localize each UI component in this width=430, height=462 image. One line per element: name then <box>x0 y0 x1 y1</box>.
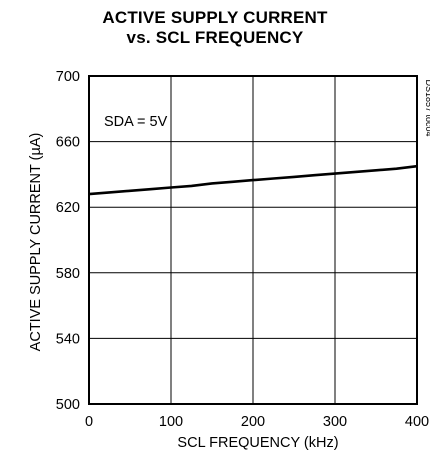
y-tick-label-2: 580 <box>56 266 80 282</box>
figure-id-label: DS1857 toc04 <box>424 79 430 136</box>
series-line <box>88 164 418 196</box>
x-tick-label-2: 200 <box>241 414 265 430</box>
x-tick-label-4: 400 <box>405 414 429 430</box>
y-tick-label-3: 620 <box>56 200 80 216</box>
chart-title-line-1: ACTIVE SUPPLY CURRENT <box>102 8 328 27</box>
y-tick-label-1: 540 <box>56 331 80 347</box>
y-tick-label-5: 700 <box>56 69 80 85</box>
grid-lines <box>89 76 417 404</box>
chart-title-line-2: vs. SCL FREQUENCY <box>126 28 304 47</box>
y-axis-label: ACTIVE SUPPLY CURRENT (µA) <box>28 133 44 352</box>
y-tick-label-4: 660 <box>56 135 80 151</box>
x-axis-label: SCL FREQUENCY (kHz) <box>177 435 338 451</box>
x-tick-label-1: 100 <box>159 414 183 430</box>
x-tick-label-3: 300 <box>323 414 347 430</box>
y-tick-label-0: 500 <box>56 397 80 413</box>
y-tick-labels: 500 540 580 620 660 700 <box>56 69 80 413</box>
x-tick-labels: 0 100 200 300 400 <box>85 414 429 430</box>
x-tick-label-0: 0 <box>85 414 93 430</box>
plot-frame <box>88 75 418 405</box>
annotation-sda: SDA = 5V <box>104 114 168 130</box>
